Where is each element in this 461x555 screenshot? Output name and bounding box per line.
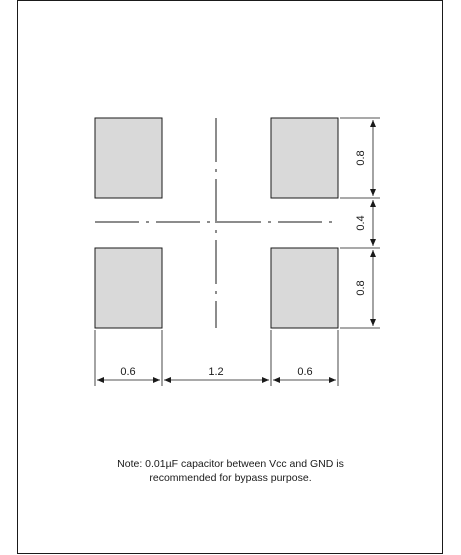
dim-label-gap-vertical: 0.4 [355,215,367,230]
bypass-capacitor-note: Note: 0.01µF capacitor between Vcc and G… [0,457,461,485]
dim-label-pad-width-right: 0.6 [297,366,312,378]
drawing-border [17,0,443,554]
pad-bottom-right [270,247,339,329]
vertical-extension-lines [340,117,380,329]
pad-top-left [94,117,163,199]
dim-label-pad-width-left: 0.6 [120,366,135,378]
note-line-1: Note: 0.01µF capacitor between Vcc and G… [117,458,344,470]
dim-label-gap-horizontal: 1.2 [208,366,223,378]
note-line-2: recommended for bypass purpose. [149,472,312,484]
horizontal-extension-lines [94,330,339,386]
dim-label-pad-height-bottom: 0.8 [355,280,367,295]
pad-bottom-left [94,247,163,329]
pad-top-right [270,117,339,199]
dim-label-pad-height-top: 0.8 [355,150,367,165]
